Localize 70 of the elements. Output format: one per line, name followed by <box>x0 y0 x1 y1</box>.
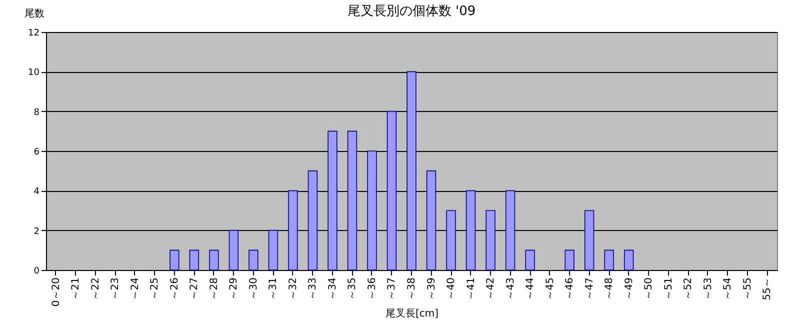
x-tick-label: ～40 <box>446 278 458 300</box>
x-tick-label: ～26 <box>169 278 180 300</box>
x-tick-label: ～31 <box>268 278 280 300</box>
bar <box>189 250 200 270</box>
x-tick-label: ～29 <box>228 278 240 300</box>
bar <box>466 190 476 270</box>
x-tick-label: ～25 <box>150 278 161 300</box>
bar <box>347 130 358 270</box>
x-axis-title: 尾叉長[cm] <box>385 308 439 320</box>
x-tick-label: ～50 <box>644 278 655 300</box>
x-tick-label: ～38 <box>406 278 418 300</box>
x-tick-label: ～37 <box>386 278 398 300</box>
x-tick-label: ～48 <box>604 278 616 300</box>
x-tick-label: ～42 <box>486 278 497 300</box>
y-tick-label: 4 <box>34 187 40 198</box>
x-tick-label: ～34 <box>327 278 338 300</box>
x-tick-label: 0～20 <box>50 278 62 307</box>
x-tick-label: ～43 <box>505 278 516 300</box>
x-tick-label: ～33 <box>308 278 319 300</box>
x-tick-label: ～51 <box>663 278 674 300</box>
bar <box>624 250 634 270</box>
y-tick-label: 12 <box>28 28 40 38</box>
x-tick-label: ～28 <box>208 278 220 300</box>
bar <box>268 230 278 270</box>
x-tick-label: ～46 <box>564 278 576 300</box>
x-tick-label: ～39 <box>426 278 438 300</box>
chart-title: 尾叉長別の個体数 '09 <box>347 4 476 19</box>
x-tick-label: ～24 <box>130 278 141 300</box>
bar <box>604 250 614 270</box>
x-tick-label: ～36 <box>366 278 378 300</box>
x-tick-label: ～49 <box>624 278 635 300</box>
x-tick-label: ～44 <box>525 278 536 300</box>
bar <box>248 250 258 270</box>
y-axis-title: 尾数 <box>24 8 44 20</box>
bar <box>386 110 397 270</box>
x-tick-label: ～23 <box>110 278 122 300</box>
x-tick-label: ～22 <box>90 278 102 300</box>
y-tick-label: 6 <box>34 148 40 158</box>
bar <box>288 190 298 270</box>
bar <box>406 71 416 270</box>
bar <box>564 250 574 270</box>
x-tick-label: ～47 <box>584 278 596 300</box>
x-tick-label: ～27 <box>189 278 200 300</box>
x-tick-label: ～21 <box>70 278 82 300</box>
y-tick-label: 10 <box>28 68 40 78</box>
bar <box>525 250 535 270</box>
bar <box>328 130 338 270</box>
bar <box>170 250 180 270</box>
x-tick-label: ～52 <box>683 278 694 300</box>
bar <box>228 230 239 270</box>
y-tick-label: 2 <box>34 226 40 237</box>
x-tick-label: ～53 <box>702 278 714 300</box>
bar <box>367 150 377 270</box>
y-tick-label: 0 <box>34 266 40 276</box>
x-tick-label: ～54 <box>722 278 734 300</box>
x-tick-label: ～55 <box>742 278 754 300</box>
x-tick-label: ～45 <box>544 278 556 300</box>
y-tick-label: 8 <box>34 108 40 118</box>
bar <box>584 210 594 270</box>
bar <box>446 210 456 270</box>
x-tick-label: ～41 <box>466 278 477 300</box>
x-tick-label: ～35 <box>347 278 358 300</box>
x-tick-label: 55～ <box>762 278 774 300</box>
x-tick-label: ～32 <box>288 278 299 300</box>
x-tick-label: ～30 <box>248 278 260 300</box>
bar <box>209 250 219 270</box>
bar <box>486 210 496 270</box>
bar <box>308 170 318 270</box>
bar <box>426 170 436 270</box>
bar <box>505 190 516 270</box>
